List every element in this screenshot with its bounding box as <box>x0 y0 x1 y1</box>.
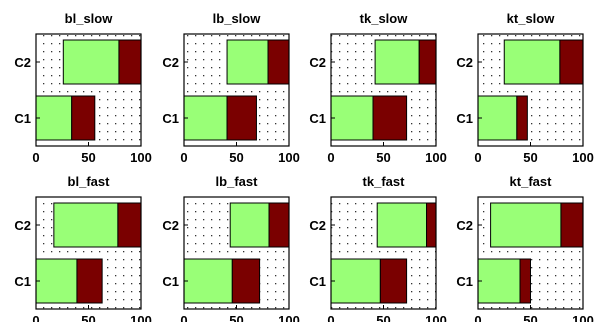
plot-frame <box>183 33 290 147</box>
category-label: C1 <box>309 111 326 126</box>
bar-segment <box>477 258 521 304</box>
subplot: lb_slow C1 C2 0 50 100 <box>162 11 299 165</box>
bar-segment <box>560 202 584 248</box>
x-tick-label: 50 <box>376 313 390 322</box>
subplot-title: kt_slow <box>507 11 556 26</box>
bar-segment <box>229 202 270 248</box>
bar-segment <box>183 95 228 141</box>
x-tick-label: 0 <box>474 150 481 165</box>
bar-segment <box>379 258 408 304</box>
x-tick-label: 100 <box>130 150 152 165</box>
category-label: C2 <box>14 55 31 70</box>
bar-segment <box>376 202 428 248</box>
x-tick-label: 0 <box>32 313 39 322</box>
bar-segment <box>559 39 584 85</box>
x-tick-label: 0 <box>327 313 334 322</box>
bar-segment <box>267 39 290 85</box>
category-label: C1 <box>456 111 473 126</box>
plot-frame <box>477 33 584 147</box>
subplot-title: tk_fast <box>363 174 406 189</box>
category-label: C1 <box>309 274 326 289</box>
subplot-title: lb_fast <box>216 174 259 189</box>
x-tick-label: 0 <box>32 150 39 165</box>
bar-segment <box>503 39 561 85</box>
subplot: bl_slow C1 C2 0 50 100 <box>14 11 151 165</box>
category-label: C2 <box>456 218 473 233</box>
subplot: tk_fast C1 C2 0 50 100 <box>309 174 446 322</box>
x-tick-label: 0 <box>180 150 187 165</box>
subplot: bl_fast C1 C2 0 50 100 <box>14 174 151 322</box>
bar-segment <box>330 95 374 141</box>
category-label: C1 <box>14 111 31 126</box>
bar-segment <box>117 202 142 248</box>
category-label: C1 <box>14 274 31 289</box>
subplot-title: kt_fast <box>510 174 553 189</box>
x-tick-label: 50 <box>376 150 390 165</box>
bar-segment <box>183 258 233 304</box>
x-tick-label: 0 <box>327 150 334 165</box>
x-tick-label: 100 <box>130 313 152 322</box>
x-tick-label: 50 <box>523 313 537 322</box>
bar-segment <box>62 39 120 85</box>
bar-segment <box>226 39 269 85</box>
x-tick-label: 50 <box>81 313 95 322</box>
bar-segment <box>374 39 420 85</box>
x-tick-label: 100 <box>425 313 447 322</box>
category-label: C2 <box>456 55 473 70</box>
x-tick-label: 100 <box>278 150 300 165</box>
plot-frame <box>35 33 142 147</box>
category-label: C2 <box>162 55 179 70</box>
subplot: kt_fast C1 C2 0 50 100 <box>456 174 593 322</box>
bar-segment <box>226 95 257 141</box>
plot-frame <box>330 33 437 147</box>
category-label: C2 <box>309 218 326 233</box>
bar-segment <box>372 95 408 141</box>
category-label: C2 <box>14 218 31 233</box>
bar-segment <box>268 202 290 248</box>
subplot-title: bl_fast <box>68 174 111 189</box>
category-label: C2 <box>309 55 326 70</box>
x-tick-label: 0 <box>474 313 481 322</box>
bar-segment <box>53 202 119 248</box>
plot-frame <box>477 196 584 310</box>
bar-segment <box>330 258 381 304</box>
plot-frame <box>330 196 437 310</box>
subplot-title: bl_slow <box>65 11 114 26</box>
bar-segment <box>231 258 261 304</box>
x-tick-label: 100 <box>278 313 300 322</box>
category-label: C1 <box>162 274 179 289</box>
bar-segment <box>76 258 103 304</box>
subplot-title: lb_slow <box>213 11 262 26</box>
x-tick-label: 0 <box>180 313 187 322</box>
plot-frame <box>183 196 290 310</box>
bar-segment <box>516 95 528 141</box>
bar-segment <box>490 202 562 248</box>
bar-segment <box>519 258 531 304</box>
x-tick-label: 50 <box>81 150 95 165</box>
subplot-title: tk_slow <box>360 11 409 26</box>
category-label: C1 <box>456 274 473 289</box>
x-tick-label: 100 <box>572 313 594 322</box>
bar-segment <box>426 202 437 248</box>
category-label: C1 <box>162 111 179 126</box>
bar-segment <box>35 258 78 304</box>
x-tick-label: 50 <box>229 150 243 165</box>
subplot: lb_fast C1 C2 0 50 100 <box>162 174 299 322</box>
x-tick-label: 50 <box>229 313 243 322</box>
bar-segment <box>118 39 142 85</box>
x-tick-label: 100 <box>425 150 447 165</box>
bar-segment <box>35 95 73 141</box>
x-tick-label: 50 <box>523 150 537 165</box>
plot-frame <box>35 196 142 310</box>
category-label: C2 <box>162 218 179 233</box>
subplot: kt_slow C1 C2 0 50 100 <box>456 11 593 165</box>
subplot: tk_slow C1 C2 0 50 100 <box>309 11 446 165</box>
bar-segment <box>477 95 518 141</box>
bar-segment <box>418 39 437 85</box>
bar-segment <box>71 95 96 141</box>
x-tick-label: 100 <box>572 150 594 165</box>
